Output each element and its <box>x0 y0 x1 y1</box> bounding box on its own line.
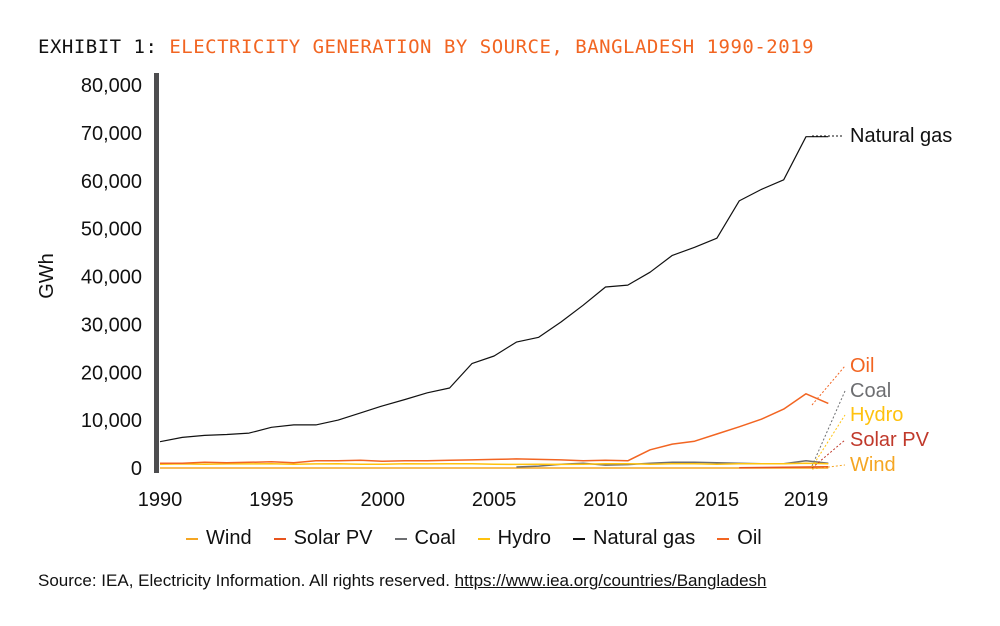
y-tick-label: 80,000 <box>81 75 142 97</box>
end-label: Solar PV <box>850 429 930 451</box>
legend-swatch <box>394 537 407 540</box>
end-label-leader <box>811 414 846 468</box>
legend-label: Coal <box>414 527 456 549</box>
legend-swatch <box>717 537 730 540</box>
end-label-leader <box>811 439 846 469</box>
title-text: ELECTRICITY GENERATION BY SOURCE, BANGLA… <box>169 36 815 58</box>
end-label: Hydro <box>850 404 903 426</box>
x-tick-label: 1995 <box>249 489 294 511</box>
y-tick-label: 0 <box>131 458 142 480</box>
series-line-solar-pv <box>739 466 829 469</box>
legend-item: Solar PV <box>273 527 373 550</box>
x-tick-label: 2015 <box>695 489 740 511</box>
legend-swatch <box>273 537 286 540</box>
legend-item: Hydro <box>477 527 552 550</box>
end-label-leader <box>811 365 846 406</box>
end-label-leader <box>811 464 846 470</box>
legend-label: Solar PV <box>293 527 373 549</box>
x-tick-label: 2005 <box>472 489 517 511</box>
legend-item: Natural gas <box>573 527 695 550</box>
end-label: Wind <box>850 454 896 476</box>
y-tick-label: 70,000 <box>81 123 142 145</box>
end-label: Coal <box>850 380 891 402</box>
end-label: Natural gas <box>850 125 952 147</box>
legend-swatch <box>477 537 490 540</box>
chart-title: EXHIBIT 1: ELECTRICITY GENERATION BY SOU… <box>38 36 814 58</box>
title-prefix: EXHIBIT 1: <box>38 36 158 58</box>
legend-label: Hydro <box>497 527 552 549</box>
legend-swatch <box>186 537 198 540</box>
y-axis-line <box>154 73 159 473</box>
y-tick-label: 10,000 <box>81 410 142 432</box>
x-tick-label: 2000 <box>361 489 406 511</box>
end-label: Oil <box>850 355 874 377</box>
chart-legend: Wind Solar PV Coal Hydro Natural gas Oil <box>186 527 762 550</box>
y-tick-label: 30,000 <box>81 314 142 336</box>
y-axis-label: GWh <box>36 253 58 299</box>
legend-item: Oil <box>717 527 762 550</box>
y-tick-label: 50,000 <box>81 219 142 241</box>
end-label-leader <box>811 390 846 467</box>
series-line-oil <box>160 393 829 464</box>
x-tick-label: 1990 <box>138 489 183 511</box>
legend-label: Oil <box>737 527 762 549</box>
legend-label: Wind <box>206 527 252 549</box>
series-line-hydro <box>159 462 829 466</box>
y-tick-label: 60,000 <box>81 171 142 193</box>
source-text: Source: IEA, Electricity Information. Al… <box>38 571 450 590</box>
legend-item: Coal <box>394 527 456 550</box>
y-tick-label: 20,000 <box>81 362 142 384</box>
x-tick-label: 2010 <box>583 489 628 511</box>
legend-swatch <box>573 537 586 540</box>
source-note: Source: IEA, Electricity Information. Al… <box>38 571 767 591</box>
legend-label: Natural gas <box>593 527 696 549</box>
legend-item: Wind <box>186 527 252 550</box>
y-tick-label: 40,000 <box>81 267 142 289</box>
series-line-natural-gas <box>159 136 829 443</box>
source-link[interactable]: https://www.iea.org/countries/Bangladesh <box>454 571 767 590</box>
x-tick-label: 2019 <box>784 489 829 511</box>
line-chart: 0 10,000 20,000 30,000 40,000 50,000 60,000 70,… <box>36 73 952 511</box>
